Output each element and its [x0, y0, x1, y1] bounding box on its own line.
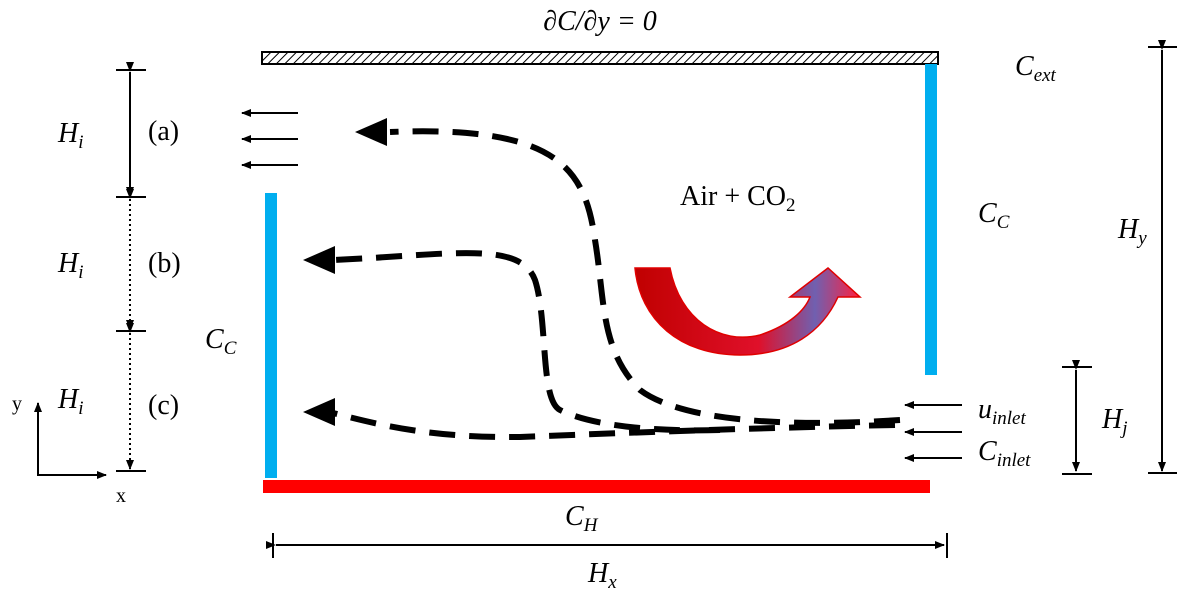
c-ext-label: Cext	[1015, 51, 1057, 86]
c-c-left-label: CC	[205, 324, 237, 359]
opening-height: Hi	[57, 118, 84, 153]
c-h-label: CH	[565, 501, 599, 536]
h-y-label: Hy	[1117, 214, 1147, 249]
streamline-head	[303, 246, 335, 274]
mixture-label: Air + CO2	[680, 181, 796, 216]
opening-label: (c)	[148, 390, 179, 421]
y-axis-label: y	[12, 393, 22, 415]
opening-height: Hi	[57, 248, 84, 283]
x-axis-label: x	[116, 485, 126, 507]
u-inlet-label: uinlet	[978, 394, 1026, 429]
streamline-head	[355, 118, 387, 146]
left-wall	[265, 193, 277, 478]
streamline-head	[303, 398, 335, 426]
top-boundary-condition: ∂C/∂y = 0	[543, 6, 656, 37]
circulation-arrow	[635, 268, 860, 355]
h-x-label: Hx	[587, 558, 617, 591]
h-j-label: Hj	[1101, 404, 1128, 439]
right-wall	[925, 64, 937, 375]
bottom-wall	[263, 480, 930, 493]
top-wall	[262, 52, 938, 64]
opening-height: Hi	[57, 384, 84, 419]
c-c-right-label: CC	[978, 198, 1010, 233]
c-inlet-label: Cinlet	[978, 436, 1031, 471]
opening-label: (a)	[148, 116, 179, 147]
opening-label: (b)	[148, 248, 181, 279]
diagram: ∂C/∂y = 0 Cext CC CC CH Hx Hy Hj uinlet …	[0, 0, 1177, 591]
